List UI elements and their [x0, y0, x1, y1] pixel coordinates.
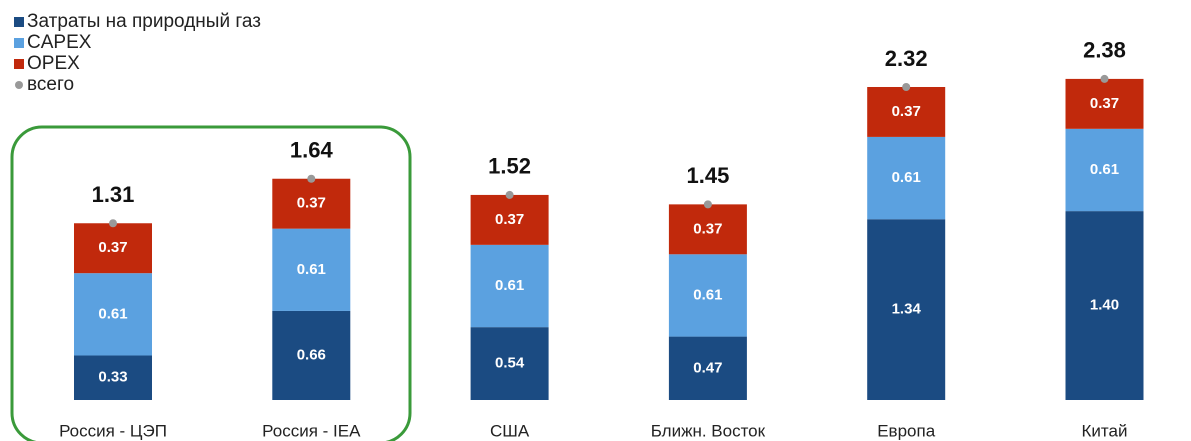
legend-swatch: [15, 81, 23, 89]
data-label: 0.37: [297, 195, 326, 212]
legend-label: всего: [27, 74, 74, 95]
x-tick-label: США: [490, 421, 530, 440]
data-label: 0.61: [1090, 161, 1119, 178]
bar-segment: [470, 244, 549, 328]
bar-segment: [668, 254, 747, 337]
data-label: 1.34: [892, 301, 922, 318]
data-label: 0.61: [495, 277, 524, 294]
bar-segment: [1065, 211, 1144, 400]
data-label: 0.33: [98, 369, 127, 386]
legend-swatch: [14, 38, 24, 48]
data-label: 0.61: [98, 305, 127, 322]
bar-segment: [74, 273, 152, 356]
bar-segment: [668, 204, 747, 255]
bar-segment: [74, 355, 152, 400]
data-label: 0.61: [892, 169, 921, 186]
x-tick-label: Россия - IEA: [262, 421, 361, 440]
bar-segment: [74, 223, 152, 274]
total-label: 1.31: [92, 182, 135, 207]
bar-segment: [272, 310, 351, 400]
data-label: 1.40: [1090, 297, 1119, 314]
x-tick-label: Китай: [1082, 421, 1128, 440]
data-label: 0.61: [693, 286, 722, 303]
data-label: 0.37: [98, 239, 127, 256]
total-marker: [505, 190, 514, 199]
total-marker: [109, 219, 117, 228]
total-label: 1.52: [488, 154, 531, 179]
bar-segment: [867, 219, 946, 400]
total-marker: [703, 200, 712, 209]
data-label: 0.54: [495, 355, 525, 372]
bar-segment: [867, 86, 946, 137]
total-label: 2.38: [1083, 38, 1126, 63]
bar-segment: [470, 194, 549, 245]
bar-segment: [272, 178, 351, 229]
legend-label: Затраты на природный газ: [27, 11, 261, 32]
data-label: 0.66: [297, 346, 326, 363]
total-marker: [1100, 74, 1109, 83]
total-label: 1.45: [686, 163, 729, 188]
bar-segment: [272, 228, 351, 311]
x-tick-label: Европа: [877, 421, 935, 440]
data-label: 0.37: [1090, 95, 1119, 112]
data-label: 0.37: [495, 211, 524, 228]
x-tick-label: Россия - ЦЭП: [59, 421, 167, 440]
total-marker: [902, 82, 911, 91]
legend-label: OPEX: [27, 53, 80, 74]
bar-segment: [1065, 78, 1144, 129]
legend-swatch: [14, 17, 24, 27]
highlight-frame: [10, 125, 412, 441]
data-label: 0.61: [297, 261, 326, 278]
data-label: 0.47: [693, 359, 722, 376]
total-label: 2.32: [885, 46, 928, 71]
bar-segment: [668, 336, 747, 400]
bar-segment: [470, 327, 549, 400]
total-label: 1.64: [290, 138, 334, 163]
data-label: 0.37: [892, 103, 921, 120]
bar-segment: [1065, 128, 1144, 212]
total-marker: [307, 174, 316, 183]
legend-swatch: [14, 59, 24, 69]
x-tick-label: Ближн. Восток: [651, 421, 766, 440]
bar-segment: [867, 136, 946, 220]
legend-label: CAPEX: [27, 32, 92, 53]
data-label: 0.37: [693, 220, 722, 237]
